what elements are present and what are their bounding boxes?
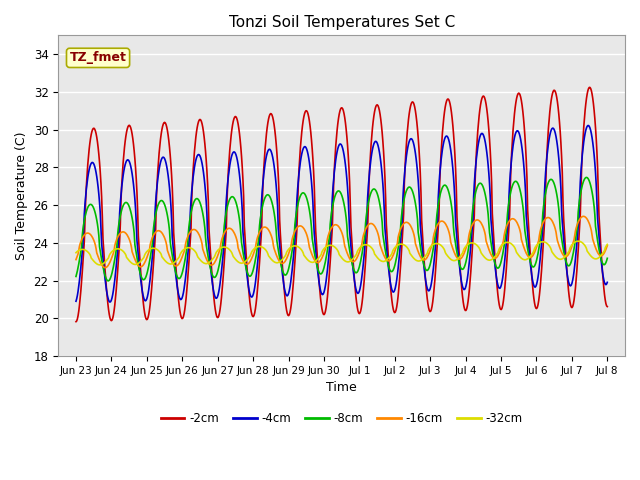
-2cm bbox=[134, 233, 142, 239]
-16cm bbox=[259, 225, 267, 230]
-16cm bbox=[604, 243, 611, 249]
-32cm bbox=[604, 241, 611, 247]
Legend: -2cm, -4cm, -8cm, -16cm, -32cm: -2cm, -4cm, -8cm, -16cm, -32cm bbox=[156, 407, 527, 430]
-16cm bbox=[580, 214, 588, 219]
-16cm bbox=[135, 264, 143, 269]
-8cm bbox=[279, 269, 287, 275]
-32cm bbox=[233, 258, 241, 264]
-4cm bbox=[233, 155, 241, 160]
-4cm bbox=[72, 299, 80, 304]
-32cm bbox=[135, 260, 143, 266]
-4cm bbox=[259, 179, 267, 184]
-8cm bbox=[233, 202, 241, 208]
-2cm bbox=[396, 269, 404, 275]
-8cm bbox=[135, 265, 143, 271]
-32cm bbox=[96, 262, 104, 268]
-4cm bbox=[604, 279, 611, 285]
-4cm bbox=[397, 236, 404, 241]
-16cm bbox=[397, 226, 404, 231]
Y-axis label: Soil Temperature (C): Soil Temperature (C) bbox=[15, 132, 28, 260]
Title: Tonzi Soil Temperatures Set C: Tonzi Soil Temperatures Set C bbox=[228, 15, 455, 30]
-2cm bbox=[259, 199, 266, 205]
Line: -2cm: -2cm bbox=[76, 87, 607, 322]
Line: -8cm: -8cm bbox=[76, 178, 607, 281]
-4cm bbox=[427, 284, 435, 290]
-16cm bbox=[233, 237, 241, 242]
-4cm bbox=[279, 277, 287, 283]
Line: -16cm: -16cm bbox=[76, 216, 607, 268]
Text: TZ_fmet: TZ_fmet bbox=[70, 51, 127, 64]
-32cm bbox=[397, 241, 404, 247]
-2cm bbox=[426, 309, 434, 314]
-4cm bbox=[584, 123, 592, 129]
X-axis label: Time: Time bbox=[326, 382, 357, 395]
-32cm bbox=[259, 245, 267, 251]
Line: -4cm: -4cm bbox=[76, 126, 607, 302]
-8cm bbox=[72, 274, 80, 279]
-2cm bbox=[72, 319, 80, 324]
-4cm bbox=[106, 299, 114, 305]
-8cm bbox=[259, 201, 267, 207]
-2cm bbox=[604, 304, 611, 310]
-2cm bbox=[232, 114, 240, 120]
-8cm bbox=[104, 278, 112, 284]
-8cm bbox=[582, 175, 590, 180]
-16cm bbox=[427, 246, 435, 252]
-16cm bbox=[279, 260, 287, 266]
-32cm bbox=[574, 238, 582, 244]
Line: -32cm: -32cm bbox=[76, 241, 607, 265]
-8cm bbox=[604, 255, 611, 261]
-16cm bbox=[72, 257, 80, 263]
-2cm bbox=[278, 264, 286, 269]
-8cm bbox=[397, 220, 404, 226]
-2cm bbox=[586, 84, 593, 90]
-32cm bbox=[427, 244, 435, 250]
-32cm bbox=[72, 250, 80, 255]
-32cm bbox=[279, 256, 287, 262]
-8cm bbox=[427, 260, 435, 265]
-16cm bbox=[101, 265, 109, 271]
-4cm bbox=[135, 261, 143, 266]
